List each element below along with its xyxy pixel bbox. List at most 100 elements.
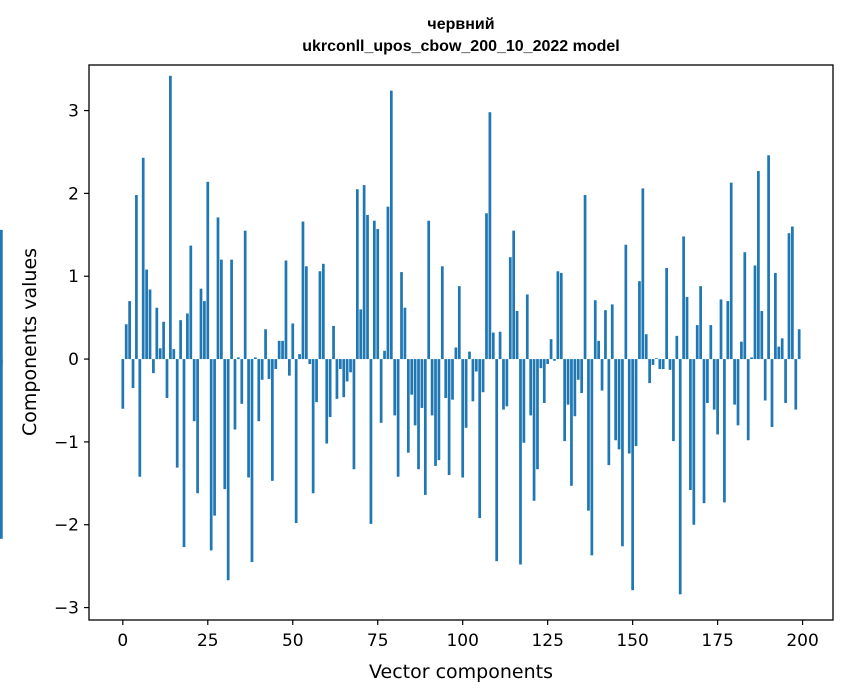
bar — [149, 289, 152, 359]
bar — [189, 246, 192, 359]
bar — [499, 332, 502, 359]
bar — [686, 297, 689, 359]
bar — [461, 359, 464, 477]
bar — [315, 359, 318, 402]
bar — [186, 314, 189, 360]
bar — [455, 347, 458, 359]
bar — [176, 359, 179, 468]
x-tick-label: 175 — [701, 631, 733, 651]
bar — [740, 342, 743, 359]
x-tick-label: 200 — [786, 631, 818, 651]
bar — [468, 352, 471, 359]
bar — [777, 347, 780, 359]
bar — [370, 359, 373, 524]
bar — [230, 260, 233, 359]
bar — [791, 227, 794, 360]
bar — [427, 221, 430, 359]
bar — [720, 299, 723, 359]
bar — [645, 334, 648, 359]
bar — [621, 359, 624, 546]
bar — [281, 341, 284, 359]
bar — [594, 300, 597, 359]
bar — [730, 183, 733, 359]
bar — [767, 155, 770, 359]
bar — [254, 357, 257, 359]
x-tick-label: 125 — [531, 631, 563, 651]
bar — [387, 207, 390, 359]
bar — [240, 359, 243, 404]
bar — [546, 359, 549, 364]
bar — [196, 359, 199, 493]
bar — [268, 359, 271, 379]
bar — [285, 260, 288, 359]
bar — [223, 359, 226, 489]
bar — [295, 359, 298, 523]
bar — [336, 359, 339, 399]
bar — [356, 189, 359, 359]
bar — [703, 359, 706, 503]
bar — [733, 359, 736, 405]
bar — [349, 359, 352, 372]
bar — [325, 359, 328, 443]
bar — [574, 359, 577, 416]
bar — [512, 231, 515, 359]
bar — [353, 359, 356, 469]
bar — [652, 359, 655, 365]
bar — [536, 359, 539, 469]
bar — [237, 357, 240, 359]
bar — [706, 359, 709, 403]
bar — [631, 359, 634, 590]
bar — [658, 359, 661, 369]
bar — [288, 359, 291, 376]
bar — [597, 341, 600, 359]
x-tick-label: 100 — [446, 631, 478, 651]
bar — [672, 359, 675, 441]
x-tick-label: 75 — [367, 631, 389, 651]
bar — [404, 308, 407, 359]
bar — [152, 359, 155, 373]
bar — [774, 273, 777, 359]
bar — [145, 270, 148, 359]
y-tick-label: 2 — [68, 184, 79, 204]
bar — [383, 351, 386, 359]
bar — [472, 359, 475, 401]
bar — [363, 185, 366, 359]
bar — [444, 359, 447, 398]
bar — [726, 301, 729, 359]
y-tick-label: −2 — [54, 516, 79, 536]
bar — [125, 324, 128, 359]
bar — [380, 359, 383, 423]
bar — [417, 359, 420, 469]
bar — [529, 359, 532, 415]
bar — [210, 359, 213, 550]
bar — [227, 359, 230, 580]
bar — [750, 357, 753, 359]
bar — [611, 304, 614, 359]
bar — [172, 349, 175, 359]
bar — [614, 359, 617, 440]
bar — [743, 252, 746, 359]
bar — [662, 359, 665, 369]
bar — [540, 359, 543, 368]
bar — [135, 195, 138, 359]
bar — [274, 359, 277, 369]
bar — [553, 359, 556, 361]
bar — [781, 338, 784, 359]
bar — [709, 325, 712, 359]
bar — [448, 359, 451, 475]
bar — [502, 359, 505, 410]
bar — [577, 359, 580, 380]
bar — [434, 359, 437, 466]
bar — [557, 271, 560, 359]
bar — [567, 359, 570, 405]
bar — [478, 359, 481, 518]
x-axis-label: Vector components — [369, 661, 553, 683]
bar — [648, 359, 651, 383]
bar — [441, 266, 444, 359]
bar — [465, 359, 468, 428]
bar — [312, 359, 315, 493]
y-tick-label: 1 — [68, 267, 79, 287]
chart-title-line-1: червний — [427, 16, 494, 33]
bar — [234, 359, 237, 429]
bar — [329, 359, 332, 417]
